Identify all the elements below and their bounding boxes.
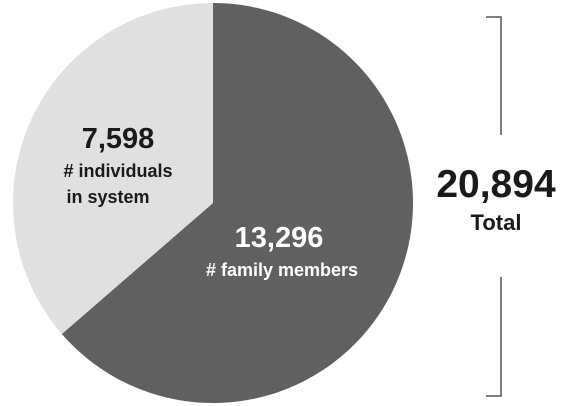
individuals-label-line2: in system xyxy=(66,187,149,207)
family-value-label: 13,296 xyxy=(235,222,324,254)
total-label: Total xyxy=(471,210,522,235)
total-value-label: 20,894 xyxy=(436,163,556,206)
individuals-label-line1: # individuals xyxy=(63,161,172,181)
pie-slice-individuals-in-system xyxy=(13,3,213,334)
family-label: # family members xyxy=(206,260,358,280)
pie-slices xyxy=(13,3,414,403)
pie-slice-family-members xyxy=(61,3,414,403)
individuals-value-label: 7,598 xyxy=(82,123,155,155)
total-bracket-top xyxy=(486,16,502,135)
total-bracket-bottom xyxy=(486,277,502,397)
